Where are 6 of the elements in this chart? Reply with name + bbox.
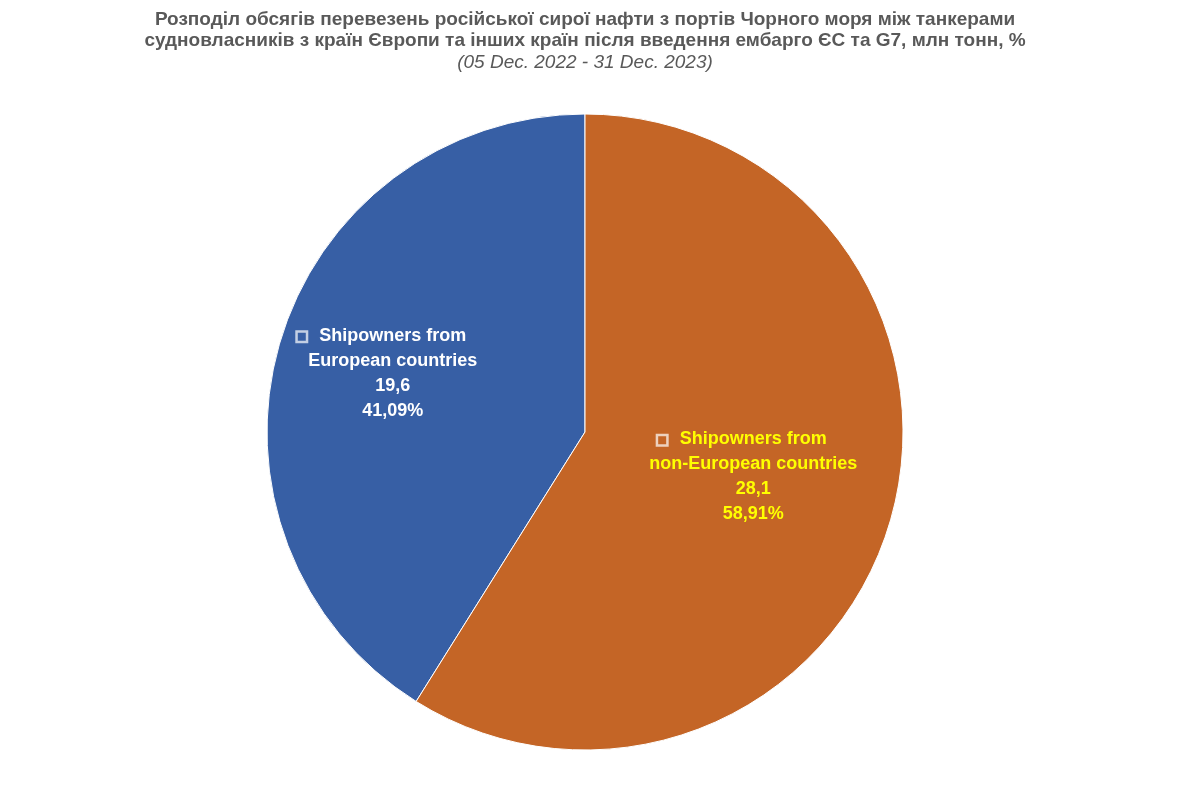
chart-title: Розподіл обсягів перевезень російської сирої нафти з портів Чорного моря між танкерами судновласників з країн Європи та інших країн після введення ембарго ЄС та G7, млн тонн, % bbox=[144, 8, 1026, 50]
data-label: 28,1 58,91% bbox=[722, 478, 784, 524]
legend-label: Shipowners from European countries bbox=[308, 324, 478, 370]
data-label: 19,6 41,09% bbox=[362, 374, 424, 420]
legend-label: Shipowners from non-European countries bbox=[649, 428, 858, 474]
chart-subtitle: (05 Dec. 2022 - 31 Dec. 2023) bbox=[457, 51, 713, 72]
